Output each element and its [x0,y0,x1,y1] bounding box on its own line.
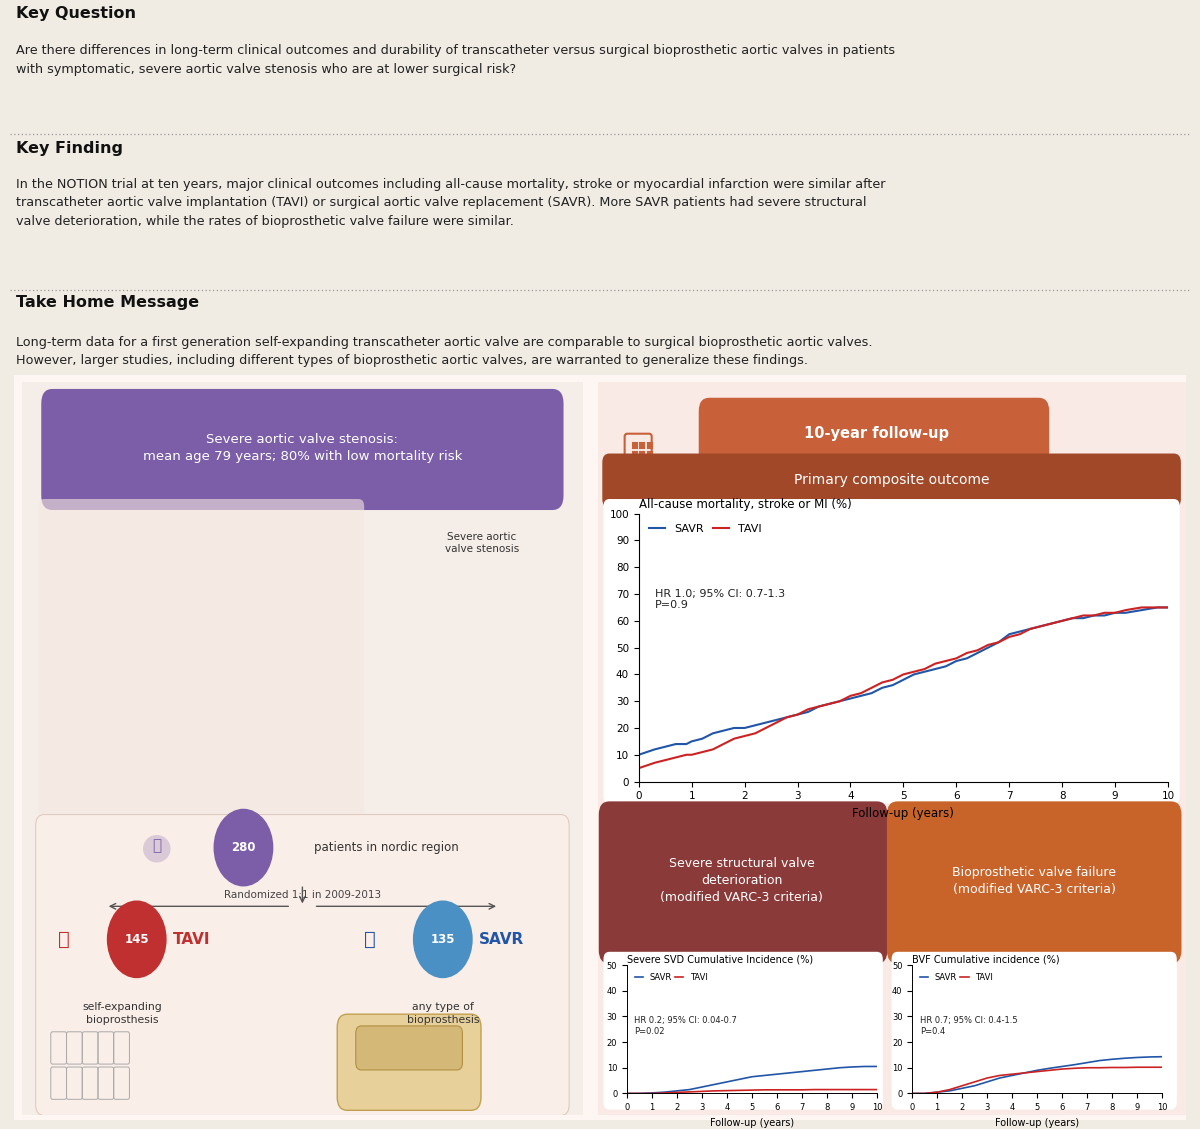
FancyBboxPatch shape [630,441,637,449]
Text: BVF Cumulative incidence (%): BVF Cumulative incidence (%) [912,954,1060,964]
Text: 135: 135 [431,933,455,946]
Text: TAVI: TAVI [173,931,211,947]
FancyBboxPatch shape [589,370,1194,1127]
Text: Bioprosthetic valve failure
(modified VARC-3 criteria): Bioprosthetic valve failure (modified VA… [953,866,1116,895]
Text: Take Home Message: Take Home Message [16,296,199,310]
Text: HR 0.7; 95% CI: 0.4-1.5
P=0.4: HR 0.7; 95% CI: 0.4-1.5 P=0.4 [919,1016,1018,1035]
Circle shape [108,901,166,978]
Text: Randomized 1:1 in 2009-2013: Randomized 1:1 in 2009-2013 [224,891,380,900]
FancyBboxPatch shape [599,802,888,963]
FancyBboxPatch shape [602,454,1181,508]
FancyBboxPatch shape [0,366,1200,1129]
FancyBboxPatch shape [41,388,564,510]
Text: 10-year follow-up: 10-year follow-up [804,427,949,441]
Text: HR 0.2; 95% CI: 0.04-0.7
P=0.02: HR 0.2; 95% CI: 0.04-0.7 P=0.02 [635,1016,737,1035]
FancyBboxPatch shape [38,499,364,822]
FancyBboxPatch shape [337,1014,481,1110]
Text: 👤: 👤 [364,930,376,948]
Text: patients in nordic region: patients in nordic region [313,841,458,855]
Legend: SAVR, TAVI: SAVR, TAVI [631,969,712,984]
Text: Severe SVD Cumulative Incidence (%): Severe SVD Cumulative Incidence (%) [628,954,814,964]
X-axis label: Follow-up (years): Follow-up (years) [995,1118,1079,1128]
FancyBboxPatch shape [638,441,646,449]
FancyBboxPatch shape [13,370,592,1127]
FancyBboxPatch shape [887,802,1182,963]
Text: All-cause mortality, stroke or MI (%): All-cause mortality, stroke or MI (%) [638,498,852,511]
Text: self-expanding
bioprosthesis: self-expanding bioprosthesis [83,1001,162,1025]
FancyBboxPatch shape [646,449,653,458]
Text: 145: 145 [125,933,149,946]
FancyBboxPatch shape [630,449,637,458]
Text: 👤: 👤 [58,930,70,948]
FancyBboxPatch shape [36,815,569,1115]
FancyBboxPatch shape [355,1026,462,1070]
Legend: SAVR, TAVI: SAVR, TAVI [644,519,767,539]
Text: any type of
bioprosthesis: any type of bioprosthesis [407,1001,479,1025]
Text: 👤: 👤 [152,838,161,852]
Text: Are there differences in long-term clinical outcomes and durability of transcath: Are there differences in long-term clini… [16,44,895,76]
X-axis label: Follow-up (years): Follow-up (years) [710,1118,794,1128]
Text: Key Question: Key Question [16,6,136,20]
Text: Severe aortic valve stenosis:
mean age 79 years; 80% with low mortality risk: Severe aortic valve stenosis: mean age 7… [143,432,462,463]
Text: HR 1.0; 95% CI: 0.7-1.3
P=0.9: HR 1.0; 95% CI: 0.7-1.3 P=0.9 [655,588,785,611]
Text: Key Finding: Key Finding [16,141,122,156]
FancyBboxPatch shape [698,397,1049,472]
Text: In the NOTION trial at ten years, major clinical outcomes including all-cause mo: In the NOTION trial at ten years, major … [16,178,886,228]
Text: Long-term data for a first generation self-expanding transcatheter aortic valve : Long-term data for a first generation se… [16,335,872,367]
FancyBboxPatch shape [604,952,883,1110]
Text: ●: ● [140,831,172,865]
X-axis label: Follow-up (years): Follow-up (years) [852,807,954,820]
Text: Severe aortic
valve stenosis: Severe aortic valve stenosis [445,532,520,554]
FancyBboxPatch shape [892,952,1177,1110]
Legend: SAVR, TAVI: SAVR, TAVI [917,969,996,984]
Text: Primary composite outcome: Primary composite outcome [794,473,989,487]
Circle shape [215,809,272,886]
Circle shape [414,901,472,978]
Text: 280: 280 [232,841,256,855]
FancyBboxPatch shape [646,441,653,449]
FancyBboxPatch shape [604,499,1180,804]
Text: SAVR: SAVR [479,931,524,947]
FancyBboxPatch shape [638,449,646,458]
Text: Severe structural valve
deterioration
(modified VARC-3 criteria): Severe structural valve deterioration (m… [660,857,823,904]
